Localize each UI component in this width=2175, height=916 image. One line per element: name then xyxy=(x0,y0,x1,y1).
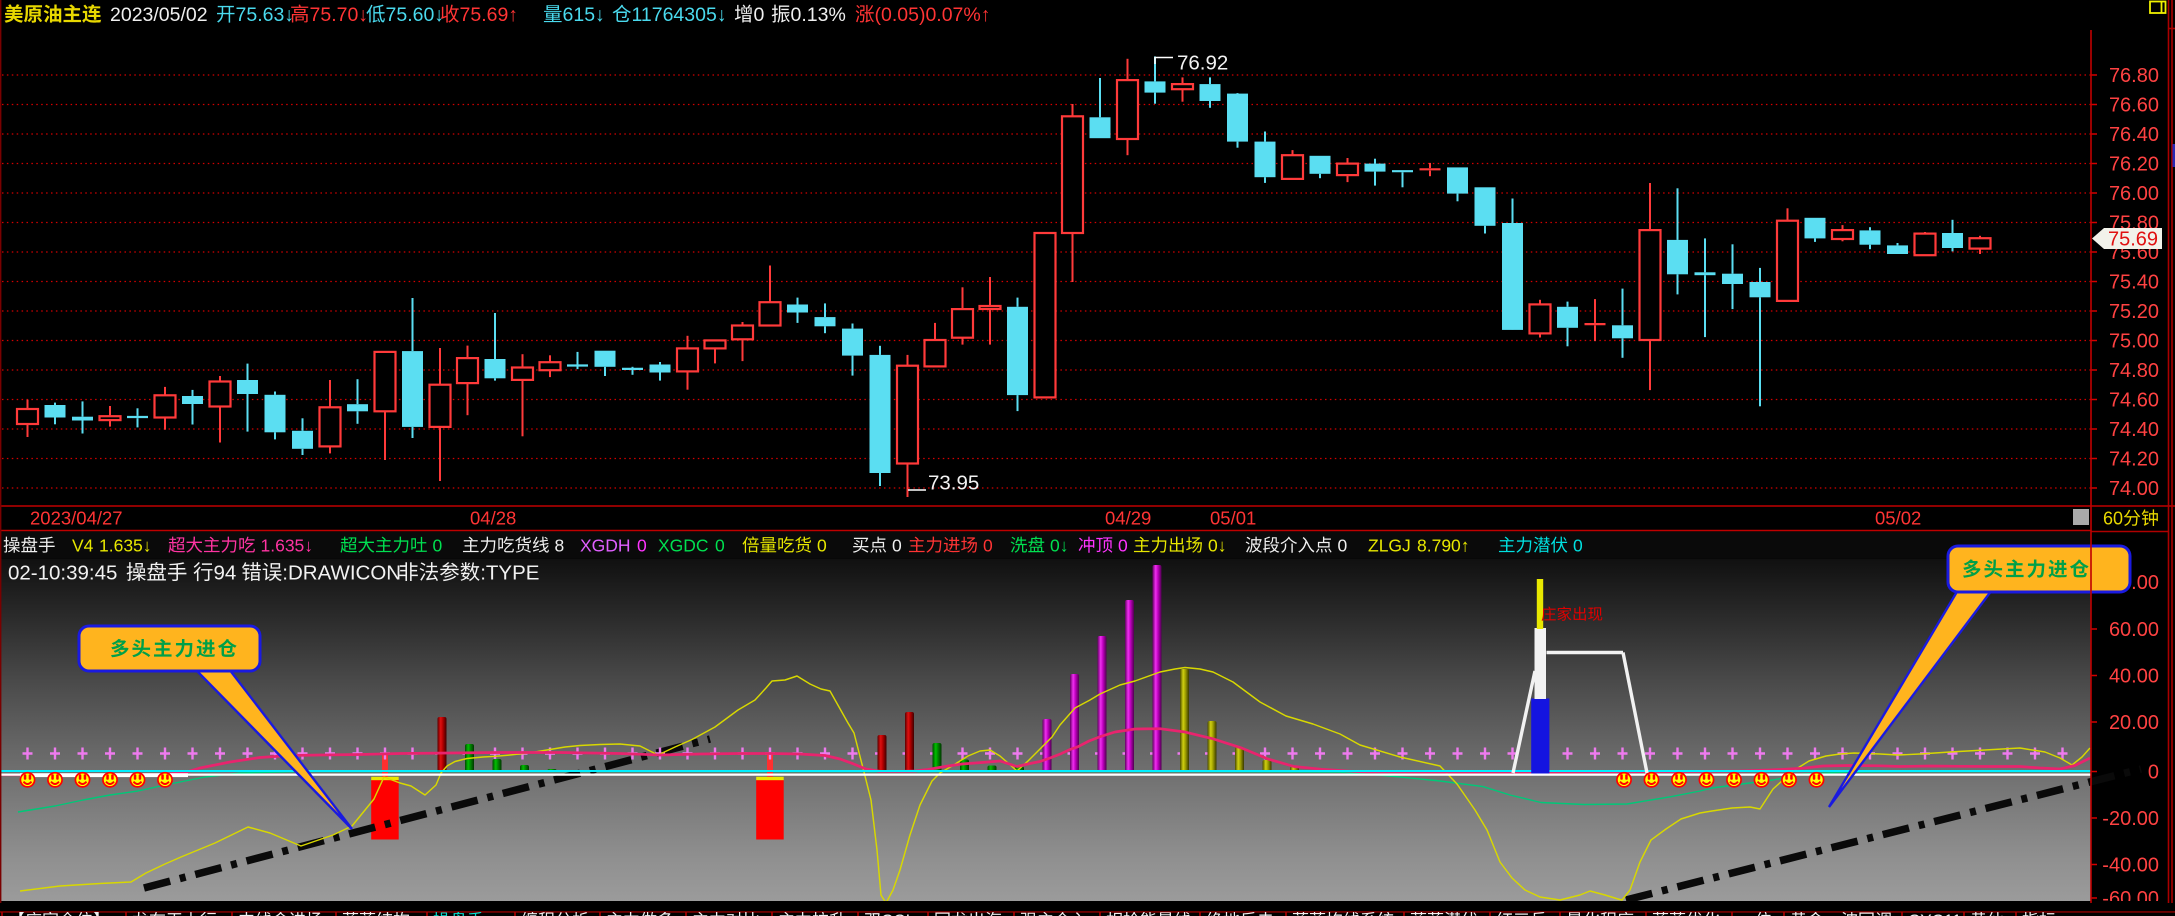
svg-text:0: 0 xyxy=(433,535,443,555)
svg-text:1.635↓: 1.635↓ xyxy=(261,535,314,555)
svg-text:60: 60 xyxy=(2103,509,2123,529)
svg-text:74.00: 74.00 xyxy=(2109,478,2159,500)
svg-text:2023/05/02: 2023/05/02 xyxy=(110,4,208,26)
svg-text:75.70↓: 75.70↓ xyxy=(310,4,369,26)
svg-text:0: 0 xyxy=(817,535,827,555)
svg-text:0: 0 xyxy=(1573,535,1583,555)
svg-text:8.790↑: 8.790↑ xyxy=(1417,535,1470,555)
svg-text:75.60↓: 75.60↓ xyxy=(386,4,445,26)
svg-text:76.60: 76.60 xyxy=(2109,95,2159,117)
svg-text:76.92: 76.92 xyxy=(1177,51,1228,74)
svg-text:1.635↓: 1.635↓ xyxy=(99,535,152,555)
svg-text:0.13%: 0.13% xyxy=(791,4,846,26)
svg-text:0: 0 xyxy=(1338,535,1348,555)
svg-text:74.60: 74.60 xyxy=(2109,390,2159,412)
svg-text:94: 94 xyxy=(214,561,237,584)
svg-text:76.40: 76.40 xyxy=(2109,124,2159,146)
svg-text:74.40: 74.40 xyxy=(2109,419,2159,441)
svg-text:05/02: 05/02 xyxy=(1875,508,1921,529)
svg-text:ZLGJ: ZLGJ xyxy=(1368,535,1411,555)
svg-text:CYC11: CYC11 xyxy=(1908,911,1962,916)
svg-text:8: 8 xyxy=(555,535,565,555)
svg-text::DRAWICON: :DRAWICON xyxy=(282,561,401,584)
svg-text:75.00: 75.00 xyxy=(2109,331,2159,353)
svg-text:40.00: 40.00 xyxy=(2109,666,2159,688)
svg-text:73.95: 73.95 xyxy=(928,471,979,494)
svg-text:0: 0 xyxy=(983,535,993,555)
svg-text:0: 0 xyxy=(715,535,725,555)
svg-text:76.80: 76.80 xyxy=(2109,65,2159,87)
svg-text:0: 0 xyxy=(2148,762,2159,784)
svg-text:2023/04/27: 2023/04/27 xyxy=(30,508,123,529)
svg-text:75.69↑: 75.69↑ xyxy=(460,4,519,26)
svg-text:75.69: 75.69 xyxy=(2108,229,2158,251)
svg-text:-20.00: -20.00 xyxy=(2102,808,2159,830)
svg-text:(0.05)0.07%↑: (0.05)0.07%↑ xyxy=(875,4,991,26)
svg-text:0: 0 xyxy=(892,535,902,555)
svg-text:0: 0 xyxy=(1118,535,1128,555)
svg-text:74.80: 74.80 xyxy=(2109,360,2159,382)
svg-text:02-10:39:45: 02-10:39:45 xyxy=(8,561,117,584)
svg-text:11764305↓: 11764305↓ xyxy=(632,4,727,26)
svg-text:76.00: 76.00 xyxy=(2109,183,2159,205)
svg-text:0: 0 xyxy=(754,4,765,26)
svg-text:75.20: 75.20 xyxy=(2109,301,2159,323)
svg-text:04/29: 04/29 xyxy=(1105,508,1151,529)
svg-text::TYPE: :TYPE xyxy=(480,561,539,584)
svg-text:-40.00: -40.00 xyxy=(2102,855,2159,877)
svg-text:75.63↓: 75.63↓ xyxy=(236,4,295,26)
svg-text:0↓: 0↓ xyxy=(1208,535,1226,555)
svg-text:76.20: 76.20 xyxy=(2109,154,2159,176)
svg-text:CCI: CCI xyxy=(881,911,910,916)
svg-text:XGDC: XGDC xyxy=(658,535,709,555)
svg-text:20.00: 20.00 xyxy=(2109,712,2159,734)
svg-text:615↓: 615↓ xyxy=(563,4,605,26)
svg-text:0↓: 0↓ xyxy=(1050,535,1068,555)
svg-text:05/01: 05/01 xyxy=(1210,508,1256,529)
svg-text:60.00: 60.00 xyxy=(2109,619,2159,641)
svg-text:XGDH: XGDH xyxy=(580,535,631,555)
svg-text:0: 0 xyxy=(637,535,647,555)
svg-text:75.40: 75.40 xyxy=(2109,272,2159,294)
svg-text:74.20: 74.20 xyxy=(2109,449,2159,471)
svg-text:04/28: 04/28 xyxy=(470,508,516,529)
svg-text:V4: V4 xyxy=(72,535,94,555)
